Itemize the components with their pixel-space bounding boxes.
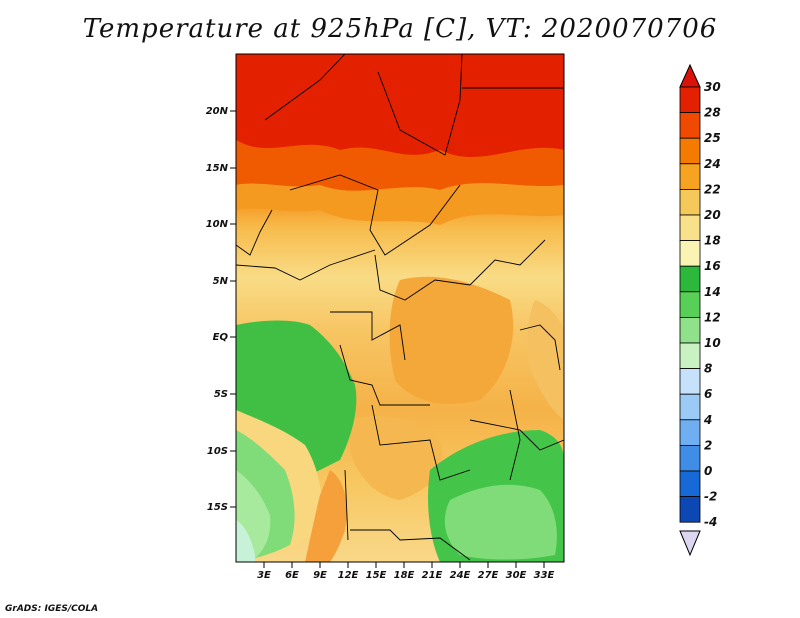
colorbar-cell [679,342,701,370]
colorbar-label: 30 [704,80,721,94]
lon-label: 30E [506,570,527,581]
longitude-axis: 3E 6E 9E 12E 15E 18E 21E 24E 27E 30E 33E [257,562,555,581]
lat-label: 20N [206,106,229,117]
colorbar-cell [679,368,701,395]
lat-label: 15N [206,163,229,174]
colorbar-cell [679,496,701,523]
colorbar-cell [679,470,701,498]
colorbar-label: 24 [704,157,721,171]
colorbar-label: 12 [704,310,721,324]
colorbar-label: -4 [704,515,717,529]
colorbar-label: 14 [704,285,721,299]
colorbar-cell [679,214,701,242]
lat-label: 5N [213,276,229,287]
colorbar-label: -2 [704,490,717,504]
lon-label: 24E [450,570,471,581]
lon-label: 18E [394,570,415,581]
colorbar-label: 20 [704,208,721,222]
colorbar-cell [679,86,701,114]
map-title: Temperature at 925hPa [C], VT: 202007070… [82,14,718,44]
lat-label: 5S [214,389,228,400]
colorbar-cell [679,265,701,293]
colorbar-bottom-arrow [679,530,701,557]
colorbar-label: 8 [704,362,712,376]
lat-label: EQ [213,332,229,343]
colorbar-cell [679,444,701,472]
colorbar-label: 25 [704,131,721,145]
lon-label: 33E [534,570,555,581]
country-borders [236,54,564,561]
colorbar-cell [679,137,701,165]
temperature-field [236,54,564,562]
colorbar-top-arrow [679,63,701,88]
lat-label: 10S [207,446,228,457]
lat-label: 10N [206,219,229,230]
colorbar-cell [679,240,701,267]
colorbar-label: 4 [703,413,712,427]
colorbar-cell [679,163,701,190]
colorbar-label: 28 [704,106,721,120]
map-frame [235,53,565,563]
lon-label: 12E [338,570,359,581]
colorbar-label: 6 [704,387,712,401]
lon-label: 6E [285,570,299,581]
colorbar-cell [679,188,701,216]
colorbar-label: 22 [704,182,721,196]
lon-label: 9E [313,570,327,581]
lon-label: 27E [478,570,499,581]
colorbar-cell [679,419,701,446]
colorbar-label: 0 [704,464,712,478]
colorbar-cell [679,112,701,139]
lon-label: 21E [422,570,443,581]
colorbar-cell [679,291,701,318]
lat-label: 15S [207,502,228,513]
latitude-axis: 20N 15N 10N 5N EQ 5S 10S 15S [206,106,236,513]
colorbar-cell [679,393,701,421]
lon-label: 15E [366,570,387,581]
colorbar-label: 18 [704,234,721,248]
grads-credit: GrADS: IGES/COLA [5,604,99,614]
colorbar-label: 10 [704,336,721,350]
colorbar-label: 2 [704,438,712,452]
colorbar-label: 16 [704,259,721,273]
colorbar-cell [679,316,701,344]
lon-label: 3E [257,570,271,581]
